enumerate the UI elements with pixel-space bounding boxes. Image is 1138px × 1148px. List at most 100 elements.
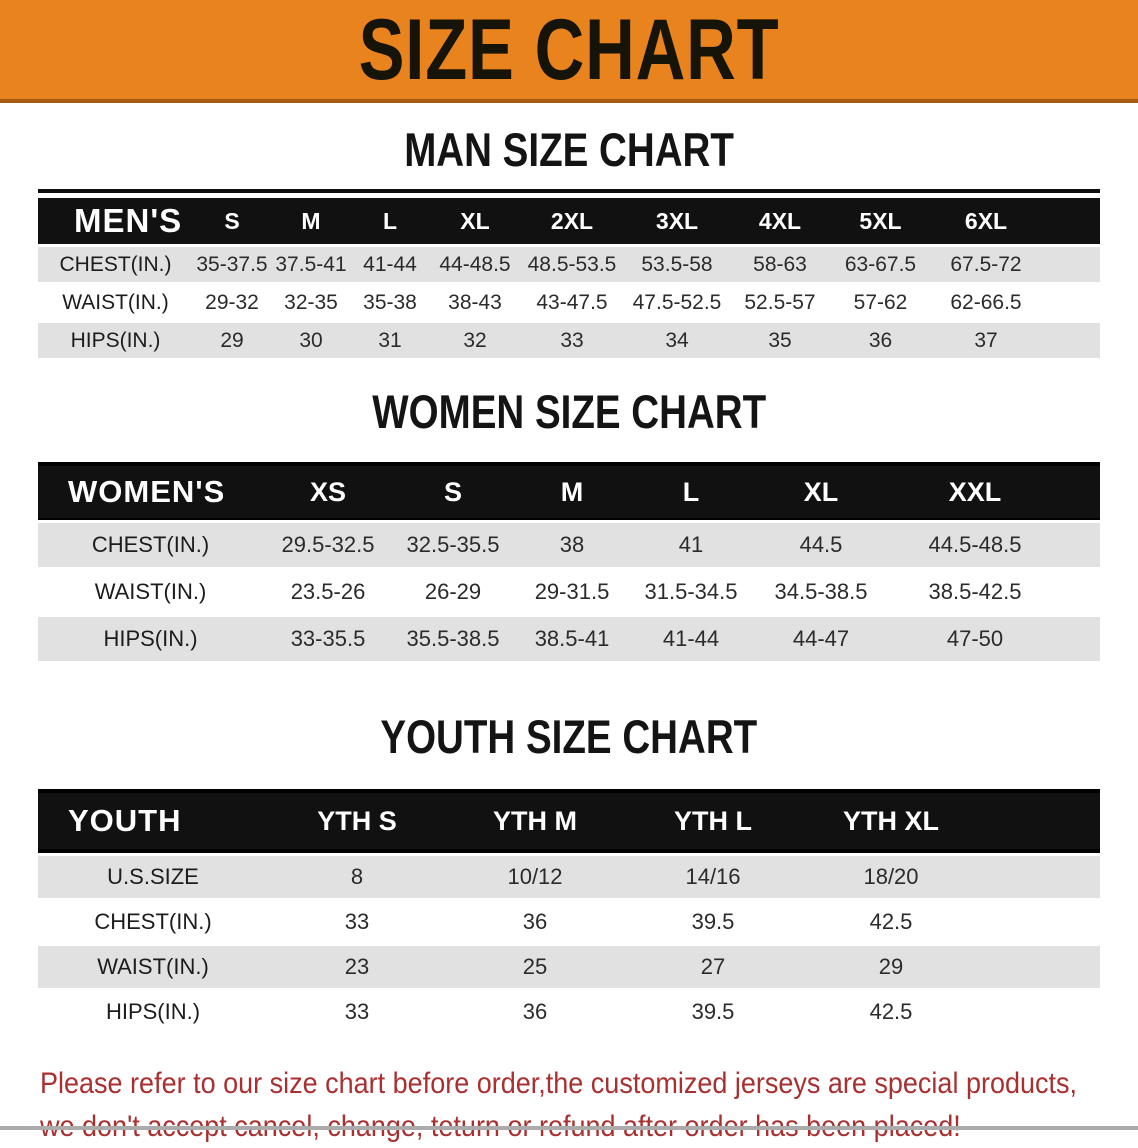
size-value: 32: [429, 323, 521, 358]
size-value: 33-35.5: [263, 617, 393, 661]
youth-table-wrap: YOUTH YTH S YTH M YTH L YTH XL U.S.SIZE …: [38, 786, 1100, 1036]
size-value: 23: [268, 946, 446, 988]
size-value: 32.5-35.5: [393, 523, 513, 567]
bottom-divider: [0, 1126, 1138, 1130]
women-group-label: WOMEN'S: [38, 462, 263, 520]
size-value: 63-67.5: [829, 247, 932, 282]
women-header-filler: [1059, 462, 1100, 520]
size-value: 33: [521, 323, 623, 358]
men-size-col: 6XL: [932, 198, 1040, 244]
size-value: 8: [268, 856, 446, 898]
men-size-col: 3XL: [623, 198, 731, 244]
size-value: 53.5-58: [623, 247, 731, 282]
men-size-col: 5XL: [829, 198, 932, 244]
men-size-col: S: [193, 198, 271, 244]
men-chest-row: CHEST(IN.) 35-37.5 37.5-41 41-44 44-48.5…: [38, 247, 1100, 282]
size-value: 44.5-48.5: [891, 523, 1059, 567]
men-group-label: MEN'S: [38, 198, 193, 244]
size-value: 35-37.5: [193, 247, 271, 282]
youth-waist-row: WAIST(IN.) 23 25 27 29: [38, 946, 1100, 988]
size-value: 38-43: [429, 285, 521, 320]
men-table-top-rule: [38, 189, 1100, 193]
size-value: 39.5: [624, 991, 802, 1033]
size-value: 38.5-42.5: [891, 570, 1059, 614]
men-header-filler: [1040, 198, 1100, 244]
row-label: HIPS(IN.): [38, 991, 268, 1033]
size-value: 57-62: [829, 285, 932, 320]
size-value: 29: [193, 323, 271, 358]
filler-cell: [1040, 323, 1100, 358]
footer-note: Please refer to our size chart before or…: [40, 1062, 1138, 1148]
women-table-wrap: WOMEN'S XS S M L XL XXL CHEST(IN.) 29.5-…: [38, 459, 1100, 664]
row-label: CHEST(IN.): [38, 247, 193, 282]
women-waist-row: WAIST(IN.) 23.5-26 26-29 29-31.5 31.5-34…: [38, 570, 1100, 614]
filler-cell: [980, 991, 1100, 1033]
men-size-col: L: [351, 198, 429, 244]
size-value: 31.5-34.5: [631, 570, 751, 614]
size-value: 32-35: [271, 285, 351, 320]
size-value: 37: [932, 323, 1040, 358]
size-value: 42.5: [802, 991, 980, 1033]
men-table-wrap: MEN'S S M L XL 2XL 3XL 4XL 5XL 6XL CHEST…: [38, 195, 1100, 361]
size-value: 58-63: [731, 247, 829, 282]
size-value: 29: [802, 946, 980, 988]
size-value: 41: [631, 523, 751, 567]
women-hips-row: HIPS(IN.) 33-35.5 35.5-38.5 38.5-41 41-4…: [38, 617, 1100, 661]
size-value: 39.5: [624, 901, 802, 943]
size-value: 48.5-53.5: [521, 247, 623, 282]
row-label: HIPS(IN.): [38, 323, 193, 358]
size-value: 35-38: [351, 285, 429, 320]
men-waist-row: WAIST(IN.) 29-32 32-35 35-38 38-43 43-47…: [38, 285, 1100, 320]
size-value: 18/20: [802, 856, 980, 898]
size-value: 36: [446, 901, 624, 943]
size-value: 47-50: [891, 617, 1059, 661]
filler-cell: [980, 856, 1100, 898]
youth-section-heading: YOUTH SIZE CHART: [0, 712, 1138, 762]
youth-size-col: YTH XL: [802, 789, 980, 853]
women-size-col: XS: [263, 462, 393, 520]
man-section-heading: MAN SIZE CHART: [0, 125, 1138, 175]
size-value: 10/12: [446, 856, 624, 898]
filler-cell: [1059, 570, 1100, 614]
women-heading-text: WOMEN SIZE CHART: [372, 385, 766, 438]
youth-group-label: YOUTH: [38, 789, 268, 853]
women-header-row: WOMEN'S XS S M L XL XXL: [38, 462, 1100, 520]
men-hips-row: HIPS(IN.) 29 30 31 32 33 34 35 36 37: [38, 323, 1100, 358]
size-value: 43-47.5: [521, 285, 623, 320]
size-value: 62-66.5: [932, 285, 1040, 320]
size-value: 29-32: [193, 285, 271, 320]
man-heading-text: MAN SIZE CHART: [404, 123, 734, 176]
women-size-col: XL: [751, 462, 891, 520]
mens-size-table: MEN'S S M L XL 2XL 3XL 4XL 5XL 6XL CHEST…: [38, 195, 1100, 361]
size-value: 35: [731, 323, 829, 358]
size-value: 23.5-26: [263, 570, 393, 614]
row-label: WAIST(IN.): [38, 285, 193, 320]
size-value: 35.5-38.5: [393, 617, 513, 661]
size-value: 44-47: [751, 617, 891, 661]
filler-cell: [1040, 247, 1100, 282]
women-chest-row: CHEST(IN.) 29.5-32.5 32.5-35.5 38 41 44.…: [38, 523, 1100, 567]
size-value: 30: [271, 323, 351, 358]
size-value: 52.5-57: [731, 285, 829, 320]
size-value: 31: [351, 323, 429, 358]
size-value: 34.5-38.5: [751, 570, 891, 614]
youth-hips-row: HIPS(IN.) 33 36 39.5 42.5: [38, 991, 1100, 1033]
footer-note-line1: Please refer to our size chart before or…: [40, 1067, 1078, 1100]
banner-title: SIZE CHART: [358, 1, 780, 98]
size-value: 33: [268, 991, 446, 1033]
men-size-col: 4XL: [731, 198, 829, 244]
size-chart-banner: SIZE CHART: [0, 0, 1138, 103]
size-value: 44-48.5: [429, 247, 521, 282]
youth-size-col: YTH M: [446, 789, 624, 853]
size-value: 14/16: [624, 856, 802, 898]
size-value: 37.5-41: [271, 247, 351, 282]
youth-header-row: YOUTH YTH S YTH M YTH L YTH XL: [38, 789, 1100, 853]
size-value: 47.5-52.5: [623, 285, 731, 320]
youth-header-filler: [980, 789, 1100, 853]
filler-cell: [1059, 523, 1100, 567]
size-value: 25: [446, 946, 624, 988]
youth-ussize-row: U.S.SIZE 8 10/12 14/16 18/20: [38, 856, 1100, 898]
filler-cell: [1040, 285, 1100, 320]
row-label: U.S.SIZE: [38, 856, 268, 898]
row-label: CHEST(IN.): [38, 901, 268, 943]
